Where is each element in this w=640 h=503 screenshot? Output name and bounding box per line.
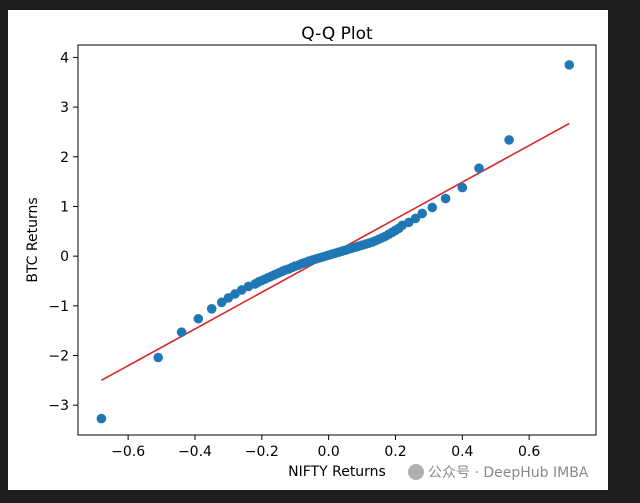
data-point	[474, 163, 484, 174]
y-axis-label: BTC Returns	[25, 197, 41, 282]
y-tick-label: 2	[60, 150, 69, 166]
wechat-icon	[408, 464, 424, 480]
x-tick-label: −0.2	[245, 444, 279, 460]
x-tick-label: 0.4	[451, 444, 473, 460]
data-point	[427, 202, 438, 213]
figure-canvas: −0.6 −0.4 −0.2 0.0 0.2 0.4 0.6 −3 −2 −1 0 1 2 3 4 Q-Q…	[8, 10, 608, 490]
y-tick-label: 1	[60, 199, 69, 215]
data-point	[176, 327, 187, 337]
data-point	[417, 208, 428, 219]
x-tick-label: −0.4	[178, 444, 212, 460]
y-tick-label: 0	[60, 249, 69, 265]
data-point	[96, 413, 107, 424]
watermark: 公众号 · DeepHub IMBA	[408, 462, 588, 482]
y-tick-label: −2	[48, 349, 69, 365]
x-axis-label: NIFTY Returns	[288, 464, 386, 480]
data-point	[206, 304, 217, 314]
chart-title: Q-Q Plot	[301, 24, 373, 44]
data-point	[504, 135, 514, 145]
y-tick-label: −3	[48, 398, 69, 414]
x-tick-label: 0.6	[518, 444, 540, 460]
qq-plot-chart: −0.6 −0.4 −0.2 0.0 0.2 0.4 0.6 −3 −2 −1 0 1 2 3 4 Q-Q…	[25, 24, 597, 480]
y-tick-label: 4	[60, 50, 69, 66]
x-tick-label: 0.0	[318, 444, 340, 460]
x-tick-label: −0.6	[111, 444, 145, 460]
y-tick-label: −1	[48, 299, 69, 315]
y-tick-label: 3	[60, 100, 69, 116]
data-point	[193, 313, 204, 324]
data-point	[440, 193, 451, 204]
watermark-text: 公众号 · DeepHub IMBA	[428, 465, 589, 481]
data-point	[410, 213, 421, 224]
data-point	[457, 182, 468, 193]
x-tick-label: 0.2	[384, 444, 406, 460]
plot-area-frame	[77, 44, 597, 436]
data-point	[564, 60, 575, 70]
data-point	[153, 352, 164, 363]
